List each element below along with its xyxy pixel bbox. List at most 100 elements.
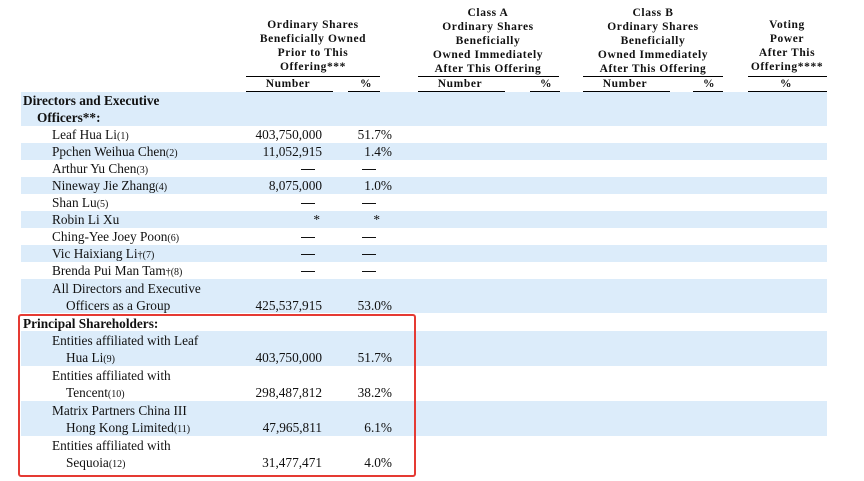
subheader-pct: % [779, 78, 793, 90]
dash-mark [362, 169, 376, 171]
dash-mark [301, 203, 315, 205]
row-pct: 1.4% [364, 144, 392, 159]
section-title-directors: Directors and Executive [23, 93, 160, 108]
header-line: Owned Immediately [432, 49, 544, 61]
header-rule [583, 76, 723, 77]
row-name: Nineway Jie Zhang(4) [52, 177, 167, 196]
row-number [230, 262, 315, 279]
row-pct [340, 194, 376, 211]
row-band [21, 143, 827, 160]
row-name: Vic Haixiang Li†(7) [52, 245, 154, 264]
name-text: Hong Kong Limited [66, 420, 174, 435]
subheader-rule [348, 91, 380, 92]
header-rule [418, 76, 559, 77]
row-name: Robin Li Xu [52, 211, 119, 230]
row-name: Entities affiliated with [52, 438, 171, 453]
header-line: Class B [632, 7, 674, 19]
header-line: Offering**** [750, 61, 824, 73]
row-number: 47,965,811 [262, 420, 322, 435]
name-text: Shan Lu [52, 195, 97, 210]
row-band [21, 331, 827, 366]
subheader-number: Number [437, 78, 483, 90]
name-text: Robin Li Xu [52, 212, 120, 227]
subheader-rule [693, 91, 723, 92]
row-name-cont: Tencent(10) [66, 384, 125, 403]
dash-mark [301, 237, 315, 239]
header-line: Ordinary Shares [442, 21, 534, 33]
row-name: Ching-Yee Joey Poon(6) [52, 228, 179, 247]
subheader-number: Number [602, 78, 648, 90]
header-line: Owned Immediately [597, 49, 709, 61]
row-name: Ppchen Weihua Chen(2) [52, 143, 178, 162]
header-line: Power [769, 33, 805, 45]
footnote-ref: (12) [108, 459, 126, 470]
row-pct: * [373, 212, 380, 227]
footnote-ref: †(7) [137, 250, 155, 261]
name-text: Brenda Pui Man Tam [52, 263, 166, 278]
section-title-principal: Principal Shareholders: [23, 316, 159, 331]
header-line: Class A [467, 7, 509, 19]
row-pct: 6.1% [364, 420, 392, 435]
subheader-pct: % [539, 78, 553, 90]
header-rule [246, 76, 380, 77]
row-pct [340, 228, 376, 245]
header-line: Beneficially Owned [259, 33, 367, 45]
header-class-b: Class B Ordinary Shares Beneficially Own… [583, 6, 723, 76]
row-number: 8,075,000 [268, 178, 322, 193]
row-name-cont: Hong Kong Limited(11) [66, 419, 190, 438]
row-name: Brenda Pui Man Tam†(8) [52, 262, 182, 281]
row-pct [340, 262, 376, 279]
name-text: Arthur Yu Chen [52, 161, 137, 176]
row-name: Matrix Partners China III [52, 403, 187, 418]
name-text: Ching-Yee Joey Poon [52, 229, 168, 244]
header-line: Prior to This [277, 47, 349, 59]
row-name-cont: Officers as a Group [66, 298, 171, 313]
header-line: Ordinary Shares [607, 21, 699, 33]
dash-mark [362, 203, 376, 205]
name-text: Sequoia [66, 455, 109, 470]
row-number: * [313, 212, 320, 227]
header-line: Ordinary Shares [267, 19, 359, 31]
row-number: 31,477,471 [262, 455, 322, 470]
row-number [230, 228, 315, 245]
row-pct: 4.0% [364, 455, 392, 470]
dash-mark [362, 237, 376, 239]
header-line: After This Offering [599, 63, 707, 75]
highlight-box [18, 314, 416, 477]
row-number [230, 160, 315, 177]
row-name: Leaf Hua Li(1) [52, 126, 129, 145]
row-name: Entities affiliated with Leaf [52, 333, 199, 348]
name-text: Leaf Hua Li [52, 127, 117, 142]
row-band [21, 279, 827, 313]
header-line: Beneficially [620, 35, 686, 47]
header-line: After This [758, 47, 816, 59]
header-class-a: Class A Ordinary Shares Beneficially Own… [418, 6, 558, 76]
subheader-rule [748, 91, 827, 92]
row-number: 403,750,000 [255, 127, 322, 142]
row-name-cont: Sequoia(12) [66, 454, 126, 473]
header-line: Voting [769, 19, 805, 31]
name-text: Ppchen Weihua Chen [52, 144, 166, 159]
footnote-ref: (5) [96, 199, 109, 210]
row-number: 403,750,000 [255, 350, 322, 365]
row-pct [340, 160, 376, 177]
footnote-ref: (1) [116, 131, 129, 142]
row-number: 425,537,915 [255, 298, 322, 313]
footnote-ref: (10) [107, 389, 125, 400]
row-pct [340, 245, 376, 262]
dash-mark [362, 254, 376, 256]
footnote-ref: (9) [103, 354, 115, 365]
subheader-rule [246, 91, 333, 92]
dash-mark [362, 271, 376, 273]
row-number: 11,052,915 [262, 144, 322, 159]
row-pct: 38.2% [357, 385, 392, 400]
header-line: After This Offering [434, 63, 542, 75]
row-band [21, 92, 827, 126]
name-text: Tencent [66, 385, 108, 400]
header-rule [748, 76, 827, 77]
footnote-ref: (11) [173, 424, 191, 435]
row-name: Arthur Yu Chen(3) [52, 160, 148, 179]
row-number: 298,487,812 [255, 385, 322, 400]
dash-mark [301, 169, 315, 171]
section-title-directors-cont: Officers**: [37, 110, 101, 125]
